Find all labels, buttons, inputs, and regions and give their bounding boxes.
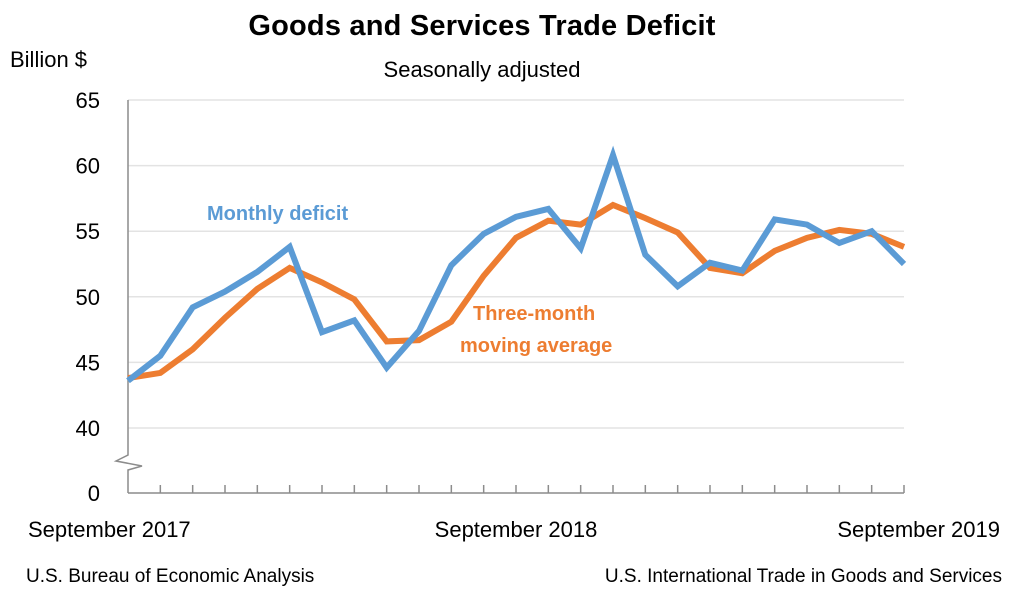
y-axis [113,100,143,493]
series-annotations: Monthly deficit Three-month moving avera… [207,203,612,357]
y-tick-label: 40 [76,416,100,441]
y-tick-label: 65 [76,88,100,113]
series-lines [126,145,907,384]
y-tick-label: 50 [76,285,100,310]
y-axis-label: Billion $ [10,47,88,72]
x-ticks: September 2017 September 2018 September 20… [28,485,1000,542]
source-right: U.S. International Trade in Goods and Se… [604,566,1002,587]
y-tick-label: 55 [76,219,100,244]
y-tick-label: 45 [76,350,100,375]
x-tick-label: September 2017 [28,517,191,542]
x-tick-label: September 2018 [435,517,598,542]
y-tick-labels: 65 60 55 50 45 40 0 [76,88,100,506]
series-line-three-month-average [127,201,906,382]
gridlines [128,99,904,429]
source-left: U.S. Bureau of Economic Analysis [26,566,315,587]
x-tick-label: September 2019 [837,517,1000,542]
annotation-three-month: Three-month [473,303,595,325]
chart-title: Goods and Services Trade Deficit [248,10,716,42]
annotation-monthly-deficit: Monthly deficit [207,203,348,225]
y-tick-label: 60 [76,154,100,179]
chart-subtitle: Seasonally adjusted [383,57,581,82]
series-line-monthly-deficit [126,145,907,384]
y-tick-label: 0 [88,481,100,506]
annotation-moving-average: moving average [460,335,612,357]
